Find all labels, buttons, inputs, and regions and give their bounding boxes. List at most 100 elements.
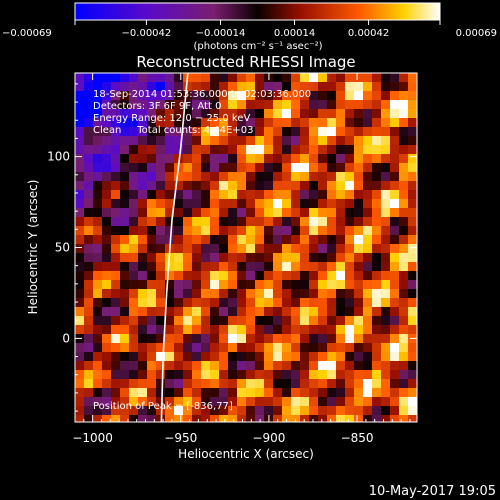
heatmap-cell <box>138 100 147 109</box>
heatmap-cell <box>246 109 255 118</box>
heatmap-cell <box>156 361 165 370</box>
heatmap-cell <box>183 370 192 379</box>
heatmap-cell <box>102 235 111 244</box>
heatmap-cell <box>165 343 174 352</box>
heatmap-cell <box>93 100 102 109</box>
annotation-clean-counts: Clean Total counts: 4.44E+03 <box>93 125 253 136</box>
heatmap-cell <box>408 298 417 307</box>
heatmap-cell <box>390 73 399 82</box>
heatmap-cell <box>192 289 201 298</box>
heatmap-cell <box>174 370 183 379</box>
heatmap-cell <box>75 298 84 307</box>
heatmap-cell <box>408 163 417 172</box>
heatmap-cell <box>354 271 363 280</box>
heatmap-cell <box>363 145 372 154</box>
heatmap-cell <box>156 316 165 325</box>
heatmap-cell <box>300 316 309 325</box>
heatmap-cell <box>237 217 246 226</box>
heatmap-cell <box>183 388 192 397</box>
heatmap-cell <box>381 307 390 316</box>
heatmap-cell <box>381 352 390 361</box>
heatmap-cell <box>282 280 291 289</box>
heatmap-cell <box>201 352 210 361</box>
heatmap-cell <box>246 325 255 334</box>
heatmap-cell <box>264 244 273 253</box>
heatmap-cell <box>291 109 300 118</box>
heatmap-cell <box>291 415 300 422</box>
heatmap-cell <box>309 280 318 289</box>
heatmap-cell <box>345 370 354 379</box>
heatmap-cell <box>291 217 300 226</box>
heatmap-cell <box>201 343 210 352</box>
heatmap-cell <box>354 334 363 343</box>
heatmap-cell <box>363 271 372 280</box>
heatmap-cell <box>219 217 228 226</box>
heatmap-cell <box>183 118 192 127</box>
peak-position-label: Position of Peak = [-836,77] <box>93 401 233 412</box>
heatmap-cell <box>120 271 129 280</box>
heatmap-cell <box>219 307 228 316</box>
heatmap-cell <box>255 343 264 352</box>
heatmap-cell <box>345 154 354 163</box>
heatmap-cell <box>246 415 255 422</box>
colorbar-tick-label: −0.00014 <box>196 28 246 39</box>
heatmap-cell <box>309 127 318 136</box>
heatmap-cell <box>273 91 282 100</box>
heatmap-cell <box>111 244 120 253</box>
heatmap-cell <box>273 352 282 361</box>
heatmap-cell <box>129 307 138 316</box>
heatmap-cell <box>282 262 291 271</box>
heatmap-cell <box>111 415 120 422</box>
heatmap-cell <box>174 352 183 361</box>
heatmap-cell <box>327 298 336 307</box>
heatmap-cell <box>228 100 237 109</box>
heatmap-cell <box>291 271 300 280</box>
heatmap-cell <box>156 352 165 361</box>
heatmap-cell <box>309 91 318 100</box>
heatmap-cell <box>309 388 318 397</box>
heatmap-cell <box>156 235 165 244</box>
heatmap-cell <box>300 217 309 226</box>
heatmap-cell <box>120 352 129 361</box>
heatmap-cell <box>102 289 111 298</box>
heatmap-cell <box>363 415 372 422</box>
heatmap-cell <box>246 253 255 262</box>
heatmap-cell <box>237 109 246 118</box>
heatmap-cell <box>201 217 210 226</box>
heatmap-cell <box>183 415 192 422</box>
heatmap-cell <box>111 271 120 280</box>
heatmap-cell <box>84 370 93 379</box>
heatmap-cell <box>264 109 273 118</box>
heatmap-cell <box>354 172 363 181</box>
heatmap-cell <box>408 226 417 235</box>
heatmap-cell <box>354 127 363 136</box>
heatmap-cell <box>399 316 408 325</box>
heatmap-cell <box>75 91 84 100</box>
heatmap-cell <box>228 280 237 289</box>
heatmap-cell <box>381 370 390 379</box>
heatmap-cell <box>75 100 84 109</box>
heatmap-cell <box>309 325 318 334</box>
heatmap-cell <box>246 145 255 154</box>
heatmap-cell <box>210 298 219 307</box>
heatmap-cell <box>111 172 120 181</box>
heatmap-cell <box>201 415 210 422</box>
heatmap-cell <box>354 361 363 370</box>
heatmap-cell <box>93 343 102 352</box>
heatmap-cell <box>219 181 228 190</box>
heatmap-cell <box>390 343 399 352</box>
heatmap-cell <box>84 118 93 127</box>
heatmap-cell <box>201 307 210 316</box>
heatmap-cell <box>156 190 165 199</box>
heatmap-cell <box>102 190 111 199</box>
heatmap-cell <box>336 406 345 415</box>
heatmap-cell <box>372 244 381 253</box>
heatmap-cell <box>237 136 246 145</box>
heatmap-cell <box>174 244 183 253</box>
heatmap-cell <box>390 361 399 370</box>
heatmap-cell <box>93 163 102 172</box>
heatmap-cell <box>219 226 228 235</box>
heatmap-cell <box>264 370 273 379</box>
heatmap-cell <box>345 388 354 397</box>
heatmap-cell <box>300 388 309 397</box>
